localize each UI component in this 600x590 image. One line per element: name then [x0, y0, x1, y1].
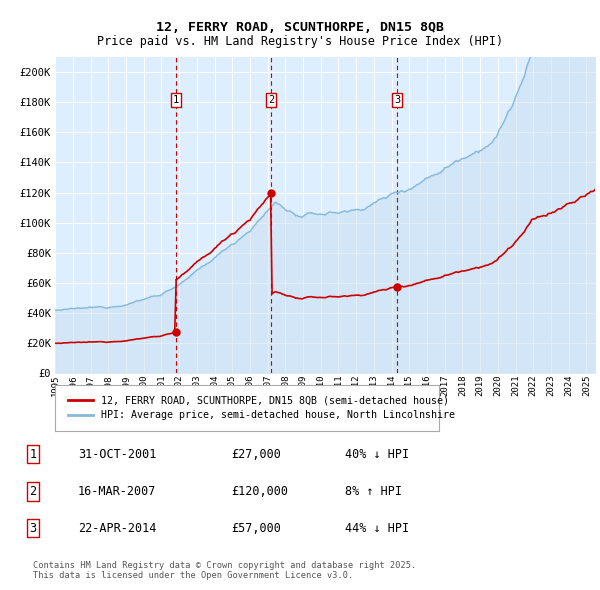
- Text: 12, FERRY ROAD, SCUNTHORPE, DN15 8QB: 12, FERRY ROAD, SCUNTHORPE, DN15 8QB: [156, 21, 444, 34]
- Text: 3: 3: [29, 522, 37, 535]
- Text: 1: 1: [29, 448, 37, 461]
- Text: £27,000: £27,000: [231, 448, 281, 461]
- Text: 16-MAR-2007: 16-MAR-2007: [78, 485, 157, 498]
- Text: £57,000: £57,000: [231, 522, 281, 535]
- Text: 2: 2: [29, 485, 37, 498]
- Text: 44% ↓ HPI: 44% ↓ HPI: [345, 522, 409, 535]
- Text: Price paid vs. HM Land Registry's House Price Index (HPI): Price paid vs. HM Land Registry's House …: [97, 35, 503, 48]
- Text: 40% ↓ HPI: 40% ↓ HPI: [345, 448, 409, 461]
- Text: 2: 2: [268, 95, 275, 105]
- Text: 3: 3: [394, 95, 400, 105]
- Text: 8% ↑ HPI: 8% ↑ HPI: [345, 485, 402, 498]
- Text: 31-OCT-2001: 31-OCT-2001: [78, 448, 157, 461]
- Legend: 12, FERRY ROAD, SCUNTHORPE, DN15 8QB (semi-detached house), HPI: Average price, : 12, FERRY ROAD, SCUNTHORPE, DN15 8QB (se…: [64, 391, 459, 424]
- Text: 1: 1: [173, 95, 179, 105]
- Text: Contains HM Land Registry data © Crown copyright and database right 2025.
This d: Contains HM Land Registry data © Crown c…: [33, 560, 416, 580]
- Text: 22-APR-2014: 22-APR-2014: [78, 522, 157, 535]
- Text: £120,000: £120,000: [231, 485, 288, 498]
